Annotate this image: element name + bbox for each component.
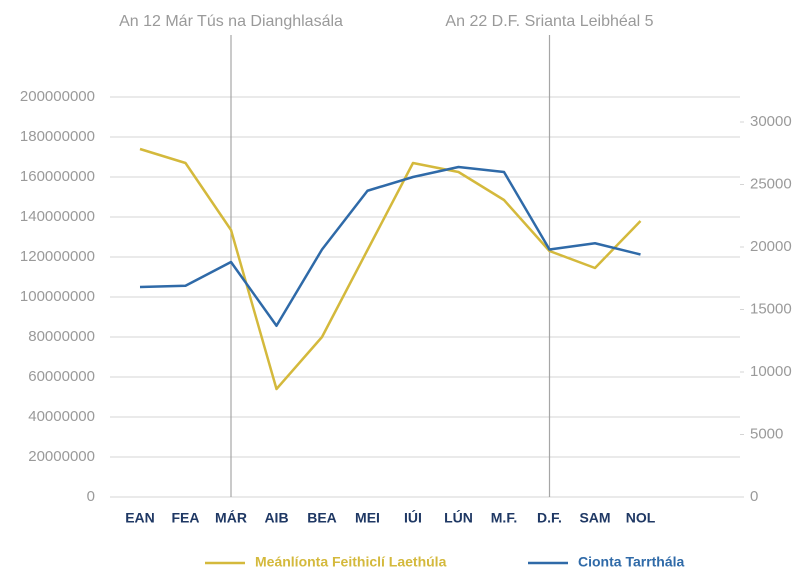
line-series <box>139 165 641 327</box>
y-tick-label: 120000000 <box>20 248 95 265</box>
y-tick-label: 60000000 <box>28 368 95 385</box>
y-tick-label: 100000000 <box>20 288 95 305</box>
annotation: An 12 Már Tús na Dianghlasála <box>119 13 343 30</box>
y-tick-label: 0 <box>87 488 95 505</box>
x-tick-label: MÁR <box>215 510 247 526</box>
x-tick-label: NOL <box>626 510 656 526</box>
x-tick-label: FEA <box>172 510 200 526</box>
y2-tick-label: 25000 <box>750 175 792 192</box>
x-tick-label: BEA <box>307 510 337 526</box>
legend-label: Meánlíonta Feithiclí Laethúla <box>255 554 447 570</box>
line-series <box>139 147 642 391</box>
x-tick-label: M.F. <box>491 510 517 526</box>
y-tick-label: 80000000 <box>28 328 95 345</box>
x-tick-label: SAM <box>579 510 610 526</box>
y-tick-label: 140000000 <box>20 208 95 225</box>
y-tick-label: 180000000 <box>20 128 95 145</box>
x-tick-label: IÚI <box>404 509 422 526</box>
y-tick-label: 160000000 <box>20 168 95 185</box>
x-tick-label: D.F. <box>537 510 562 526</box>
y2-tick-label: 15000 <box>750 300 792 317</box>
x-tick-label: AIB <box>264 510 288 526</box>
annotation: An 22 D.F. Srianta Leibhéal 5 <box>445 13 653 30</box>
x-tick-label: LÚN <box>444 509 473 526</box>
y2-tick-label: 0 <box>750 488 758 505</box>
y-tick-label: 200000000 <box>20 88 95 105</box>
x-tick-label: EAN <box>125 510 155 526</box>
y-tick-label: 40000000 <box>28 408 95 425</box>
y2-tick-label: 10000 <box>750 363 792 380</box>
y2-tick-label: 30000 <box>750 113 792 130</box>
x-tick-label: MEI <box>355 510 380 526</box>
legend-label: Cionta Tarrthála <box>578 554 685 570</box>
y2-tick-label: 20000 <box>750 238 792 255</box>
y2-tick-label: 5000 <box>750 425 783 442</box>
y-tick-label: 20000000 <box>28 448 95 465</box>
